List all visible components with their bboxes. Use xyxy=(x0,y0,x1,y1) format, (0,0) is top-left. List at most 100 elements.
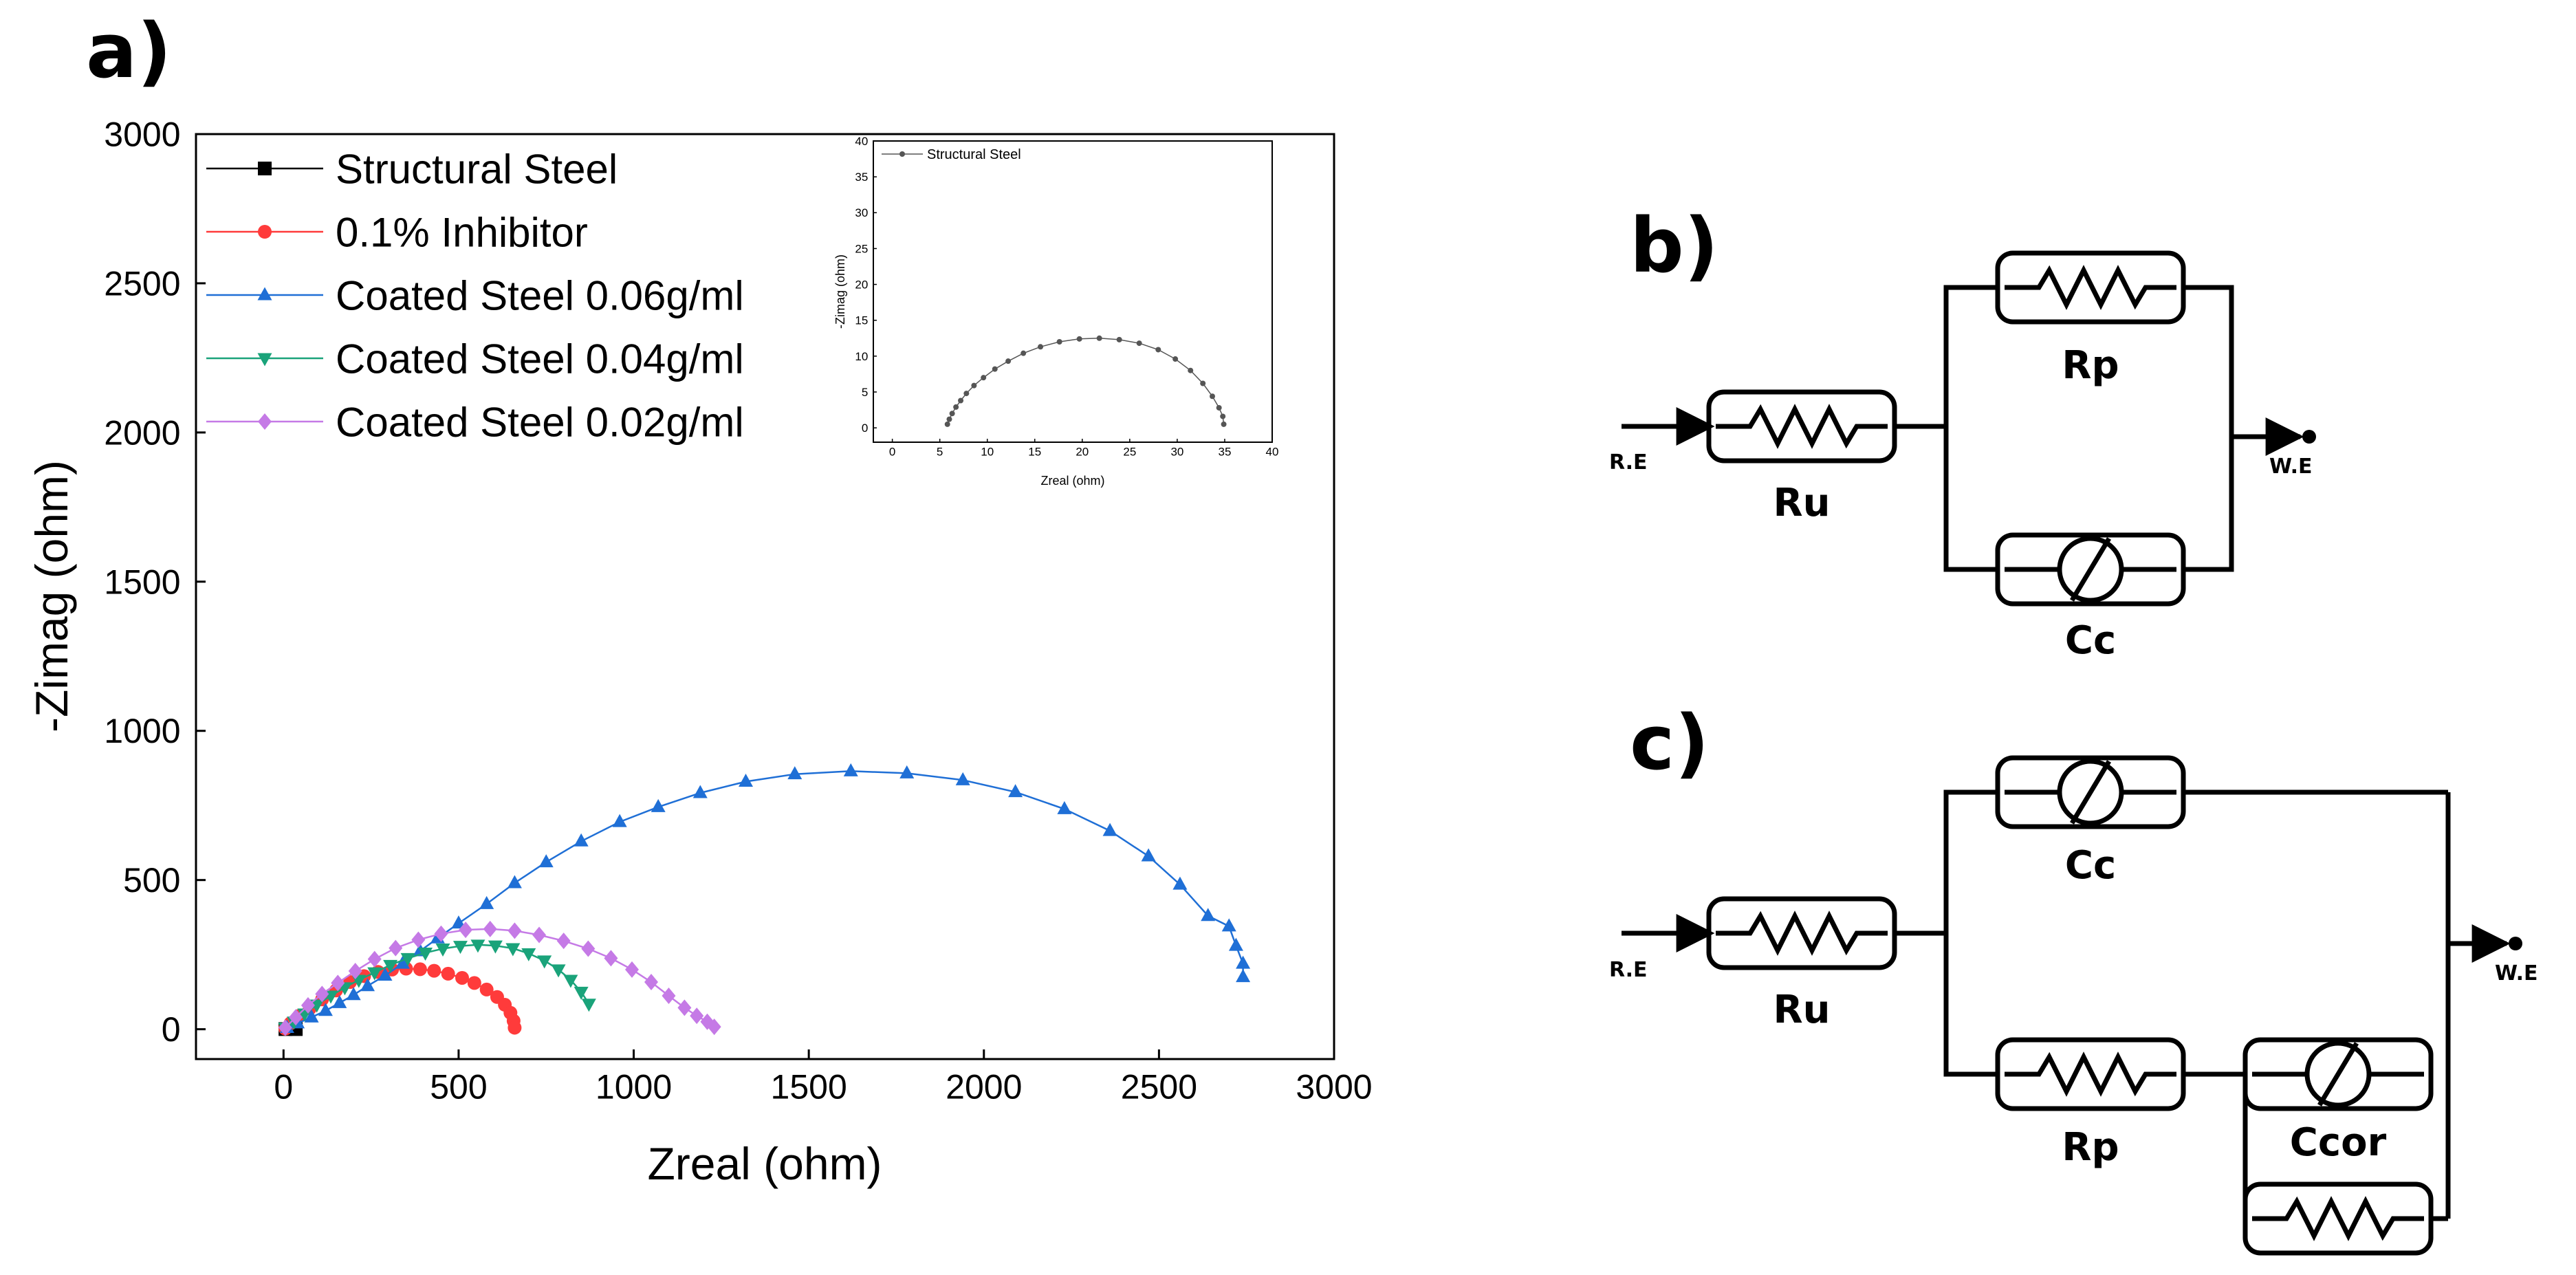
panel-label-b: b) xyxy=(1630,201,1718,290)
main-point-coated-steel-0-02g-ml xyxy=(644,974,658,991)
main-x-tick-label: 3000 xyxy=(1296,1068,1372,1107)
main-point-coated-steel-0-04g-ml xyxy=(521,948,536,961)
inset-point-structural-steel xyxy=(1210,393,1215,400)
main-point-coated-steel-0-06g-ml xyxy=(1228,937,1243,951)
inset-x-tick-label: 40 xyxy=(1266,446,1279,459)
circuit-c-ru-label: Ru xyxy=(1773,988,1831,1032)
inset-y-tick-label: 0 xyxy=(862,422,868,435)
main-point-coated-steel-0-04g-ml xyxy=(367,967,382,981)
inset-y-tick-label: 35 xyxy=(855,171,868,184)
inset-x-tick-label: 0 xyxy=(889,446,895,459)
inset-point-structural-steel xyxy=(946,416,952,422)
main-x-axis-label: Zreal (ohm) xyxy=(647,1138,882,1189)
main-x-tick-label: 1000 xyxy=(596,1068,672,1107)
main-point-coated-steel-0-06g-ml xyxy=(955,772,970,785)
main-point-coated-steel-0-04g-ml xyxy=(470,939,485,953)
main-legend-label-structural-steel: Structural Steel xyxy=(336,146,618,193)
inset-point-structural-steel xyxy=(1188,367,1194,373)
main-x-tick-label: 1500 xyxy=(771,1068,847,1107)
main-point-coated-steel-0-02g-ml xyxy=(662,988,676,1005)
main-point-coated-steel-0-02g-ml xyxy=(581,940,596,957)
main-point-coated-steel-0-06g-ml xyxy=(451,915,466,929)
main-point-0-1-inhibitor xyxy=(467,976,481,990)
main-y-tick-label: 500 xyxy=(123,861,180,900)
main-point-coated-steel-0-02g-ml xyxy=(707,1018,721,1036)
inset-point-structural-steel xyxy=(1216,404,1222,411)
main-point-coated-steel-0-04g-ml xyxy=(488,940,503,954)
main-plot-frame xyxy=(195,133,1335,1060)
circuit-c-ccor-box xyxy=(2242,1037,2434,1111)
inset-y-tick-label: 30 xyxy=(855,206,868,219)
main-point-coated-steel-0-02g-ml xyxy=(289,1009,303,1026)
inset-x-axis: 0 5 10 15 20 25 30 35 40 xyxy=(889,439,1279,459)
main-point-coated-steel-0-02g-ml xyxy=(301,996,315,1014)
circuit-c-ru-resistor xyxy=(1716,911,1888,956)
main-point-coated-steel-0-02g-ml xyxy=(483,920,497,937)
inset-point-structural-steel xyxy=(1172,356,1179,362)
main-legend-label-0-1-inhibitor: 0.1% Inhibitor xyxy=(336,210,588,256)
main-point-coated-steel-0-04g-ml xyxy=(452,941,468,955)
inset-x-tick-label: 20 xyxy=(1076,446,1089,459)
circuit-c-rp-label: Rp xyxy=(2062,1125,2119,1170)
main-point-coated-steel-0-02g-ml xyxy=(367,950,382,968)
main-point-coated-steel-0-04g-ml xyxy=(581,999,596,1012)
inset-x-tick-label: 5 xyxy=(937,446,943,459)
main-series-line-coated-steel-0-06g-ml xyxy=(286,770,1244,1029)
main-point-coated-steel-0-06g-ml xyxy=(738,774,753,787)
main-point-0-1-inhibitor xyxy=(427,963,441,978)
inset-x-tick-label: 25 xyxy=(1123,446,1136,459)
nyquist-chart-inset: 0 5 10 15 20 25 30 35 40 0 5 10 15 20 25 30 35 40 Zreal … xyxy=(833,135,1278,488)
circuit-c-rp-resistor xyxy=(2005,1051,2176,1097)
main-series-layer xyxy=(278,763,1251,1036)
main-point-coated-steel-0-02g-ml xyxy=(434,925,448,942)
inset-point-structural-steel xyxy=(1076,336,1082,342)
main-legend-label-coated-steel-0-06g-ml: Coated Steel 0.06g/ml xyxy=(336,273,744,319)
main-series-coated-steel-0-04g-ml xyxy=(278,939,596,1036)
main-point-0-1-inhibitor xyxy=(479,982,494,996)
main-point-coated-steel-0-06g-ml xyxy=(574,833,589,847)
main-series-0-1-inhibitor xyxy=(278,961,522,1036)
main-y-axis: 0 500 1000 1500 2000 2500 3000 xyxy=(104,116,206,1049)
main-point-coated-steel-0-02g-ml xyxy=(532,926,547,944)
main-legend-marker-coated-steel-0-04g-ml xyxy=(257,353,272,367)
main-point-coated-steel-0-06g-ml xyxy=(479,895,494,909)
inset-point-structural-steel xyxy=(1116,336,1122,342)
main-point-coated-steel-0-06g-ml xyxy=(507,875,522,889)
main-point-coated-steel-0-02g-ml xyxy=(507,922,522,939)
inset-x-axis-label: Zreal (ohm) xyxy=(1040,474,1104,488)
circuit-c xyxy=(1622,755,2522,1256)
main-y-tick-label: 1500 xyxy=(104,563,180,601)
main-point-coated-steel-0-04g-ml xyxy=(400,952,415,966)
main-y-tick-label: 2500 xyxy=(104,264,180,303)
inset-point-structural-steel xyxy=(1056,339,1062,345)
main-point-coated-steel-0-06g-ml xyxy=(1057,800,1072,814)
inset-y-axis: 0 5 10 15 20 25 30 35 40 xyxy=(855,135,877,435)
circuit-b-we-label: W.E xyxy=(2269,455,2313,479)
inset-y-tick-label: 10 xyxy=(855,350,868,363)
main-point-coated-steel-0-06g-ml xyxy=(1102,822,1117,836)
main-point-coated-steel-0-06g-ml xyxy=(692,785,708,798)
circuit-b xyxy=(1622,250,2316,607)
inset-point-structural-steel xyxy=(1096,335,1102,341)
main-point-coated-steel-0-06g-ml xyxy=(378,968,393,981)
circuit-c-ccor-label: Ccor xyxy=(2290,1120,2387,1165)
main-y-tick-label: 3000 xyxy=(104,116,180,154)
inset-legend-marker-structural-steel xyxy=(899,151,905,157)
inset-y-tick-label: 5 xyxy=(862,386,868,399)
inset-legend-label-structural-steel: Structural Steel xyxy=(927,147,1021,162)
circuit-c-we-label: W.E xyxy=(2495,961,2538,985)
inset-point-structural-steel xyxy=(971,382,977,389)
main-point-coated-steel-0-04g-ml xyxy=(435,943,450,957)
main-x-tick-label: 500 xyxy=(430,1068,487,1107)
main-point-coated-steel-0-06g-ml xyxy=(651,798,666,812)
main-point-coated-steel-0-06g-ml xyxy=(1141,848,1156,862)
inset-series-structural-steel xyxy=(944,335,1227,427)
inset-point-structural-steel xyxy=(1155,347,1161,353)
inset-point-structural-steel xyxy=(1220,413,1226,419)
main-point-coated-steel-0-06g-ml xyxy=(1008,784,1023,798)
main-x-tick-label: 0 xyxy=(274,1068,293,1107)
main-x-tick-label: 2000 xyxy=(946,1068,1022,1107)
main-legend-marker-coated-steel-0-02g-ml xyxy=(258,413,272,430)
circuit-c-cc-label: Cc xyxy=(2065,843,2116,888)
inset-point-structural-steel xyxy=(944,421,950,427)
